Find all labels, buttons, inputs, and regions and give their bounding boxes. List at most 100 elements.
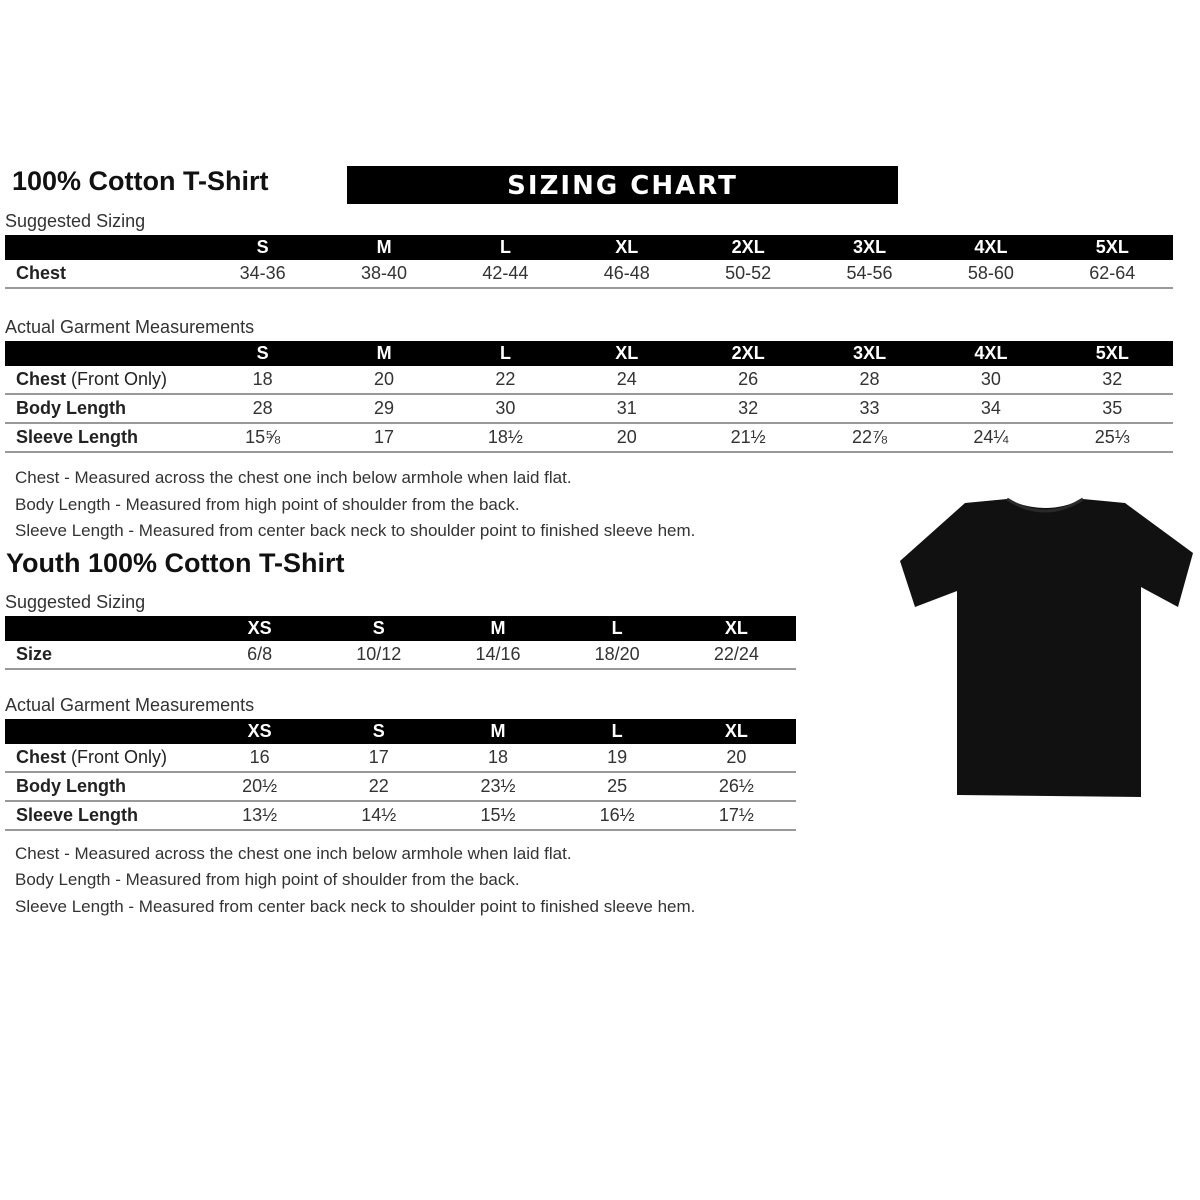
- size-header: S: [202, 235, 324, 260]
- size-header: 4XL: [930, 235, 1052, 260]
- youth-title: Youth 100% Cotton T-Shirt: [6, 548, 345, 578]
- cell-value: 14/16: [438, 641, 558, 670]
- row-label: Chest (Front Only): [5, 366, 202, 395]
- tshirt-image: [900, 497, 1193, 797]
- cell-value: 19: [557, 744, 677, 773]
- row-label-note: (Front Only): [66, 369, 168, 389]
- cell-value: 26: [687, 366, 809, 395]
- size-header: 5XL: [1051, 341, 1173, 366]
- size-header: 2XL: [687, 235, 809, 260]
- row-label: Size: [5, 641, 200, 670]
- size-header: L: [557, 616, 677, 641]
- size-header-row: S M L XL 2XL 3XL 4XL 5XL: [5, 235, 1173, 260]
- cell-value: 38-40: [323, 260, 445, 289]
- cell-value: 35: [1051, 394, 1173, 424]
- cell-value: 21½: [687, 423, 809, 453]
- row-label-text: Sleeve Length: [16, 805, 139, 825]
- cell-value: 32: [687, 394, 809, 424]
- row-label-text: Chest: [16, 263, 67, 283]
- adult-note-body: Body Length - Measured from high point o…: [15, 495, 520, 514]
- cell-value: 18/20: [557, 641, 677, 670]
- size-header: 3XL: [808, 235, 931, 260]
- cell-value: 13½: [200, 801, 320, 831]
- youth-actual-label: Actual Garment Measurements: [5, 695, 255, 715]
- row-label: Chest: [5, 260, 202, 289]
- cell-value: 17: [323, 423, 445, 453]
- cell-value: 34-36: [202, 260, 324, 289]
- cell-value: 25: [557, 772, 677, 802]
- size-header: M: [438, 719, 558, 744]
- row-label-text: Size: [16, 644, 53, 664]
- cell-value: 22: [319, 772, 439, 802]
- youth-actual-table: XS S M L XL Chest (Front Only) 16 17 18 19 20 Body …: [5, 719, 796, 831]
- youth-note-sleeve: Sleeve Length - Measured from center bac…: [15, 897, 696, 916]
- row-label-text: Body Length: [16, 776, 126, 796]
- cell-value: 18: [202, 366, 324, 395]
- cell-value: 17½: [676, 801, 796, 831]
- adult-title: 100% Cotton T-Shirt: [12, 166, 269, 196]
- cell-value: 15⅝: [202, 423, 324, 453]
- cell-value: 10/12: [319, 641, 439, 670]
- cell-value: 22: [444, 366, 567, 395]
- size-header: 4XL: [930, 341, 1052, 366]
- row-label-text: Body Length: [16, 398, 126, 418]
- header-blank: [5, 341, 202, 366]
- cell-value: 58-60: [930, 260, 1052, 289]
- size-header: XL: [566, 235, 688, 260]
- adult-note-chest: Chest - Measured across the chest one in…: [15, 468, 572, 487]
- size-header: L: [444, 235, 567, 260]
- cell-value: 15½: [438, 801, 558, 831]
- cell-value: 26½: [676, 772, 796, 802]
- youth-note-body: Body Length - Measured from high point o…: [15, 870, 520, 889]
- cell-value: 46-48: [566, 260, 688, 289]
- cell-value: 34: [930, 394, 1052, 424]
- cell-value: 28: [202, 394, 324, 424]
- size-header: 5XL: [1051, 235, 1173, 260]
- cell-value: 24¼: [930, 423, 1052, 453]
- header-blank: [5, 616, 200, 641]
- table-row: Chest (Front Only) 18 20 22 24 26 28 30 32: [5, 366, 1173, 395]
- table-row: Body Length 20½ 22 23½ 25 26½: [5, 772, 796, 802]
- youth-suggested-table: XS S M L XL Size 6/8 10/12 14/16 18/20 22/24: [5, 616, 796, 670]
- size-header: M: [323, 341, 445, 366]
- size-header: 2XL: [687, 341, 809, 366]
- size-header: XL: [676, 719, 796, 744]
- cell-value: 18: [438, 744, 558, 773]
- size-header: XS: [200, 616, 320, 641]
- cell-value: 17: [319, 744, 439, 773]
- row-label-note: (Front Only): [66, 747, 168, 767]
- cell-value: 20: [676, 744, 796, 773]
- row-label-text: Chest: [16, 747, 67, 767]
- cell-value: 20: [566, 423, 688, 453]
- size-header-row: XS S M L XL: [5, 719, 796, 744]
- cell-value: 22⅞: [808, 423, 931, 453]
- size-header: L: [444, 341, 567, 366]
- cell-value: 31: [566, 394, 688, 424]
- youth-note-chest: Chest - Measured across the chest one in…: [15, 844, 572, 863]
- table-row: Sleeve Length 13½ 14½ 15½ 16½ 17½: [5, 801, 796, 831]
- size-header: M: [323, 235, 445, 260]
- cell-value: 30: [930, 366, 1052, 395]
- adult-note-sleeve: Sleeve Length - Measured from center bac…: [15, 521, 696, 540]
- cell-value: 23½: [438, 772, 558, 802]
- cell-value: 20½: [200, 772, 320, 802]
- size-header: XL: [566, 341, 688, 366]
- sizing-chart-banner: SIZING CHART: [347, 166, 898, 204]
- cell-value: 29: [323, 394, 445, 424]
- size-header-row: XS S M L XL: [5, 616, 796, 641]
- size-header: XL: [676, 616, 796, 641]
- cell-value: 25⅓: [1051, 423, 1173, 453]
- cell-value: 22/24: [676, 641, 796, 670]
- table-row: Sleeve Length 15⅝ 17 18½ 20 21½ 22⅞ 24¼ 25⅓: [5, 423, 1173, 453]
- cell-value: 18½: [444, 423, 567, 453]
- cell-value: 28: [808, 366, 931, 395]
- size-header-row: S M L XL 2XL 3XL 4XL 5XL: [5, 341, 1173, 366]
- cell-value: 32: [1051, 366, 1173, 395]
- cell-value: 54-56: [808, 260, 931, 289]
- cell-value: 24: [566, 366, 688, 395]
- cell-value: 30: [444, 394, 567, 424]
- size-header: XS: [200, 719, 320, 744]
- cell-value: 14½: [319, 801, 439, 831]
- cell-value: 62-64: [1051, 260, 1173, 289]
- header-blank: [5, 719, 200, 744]
